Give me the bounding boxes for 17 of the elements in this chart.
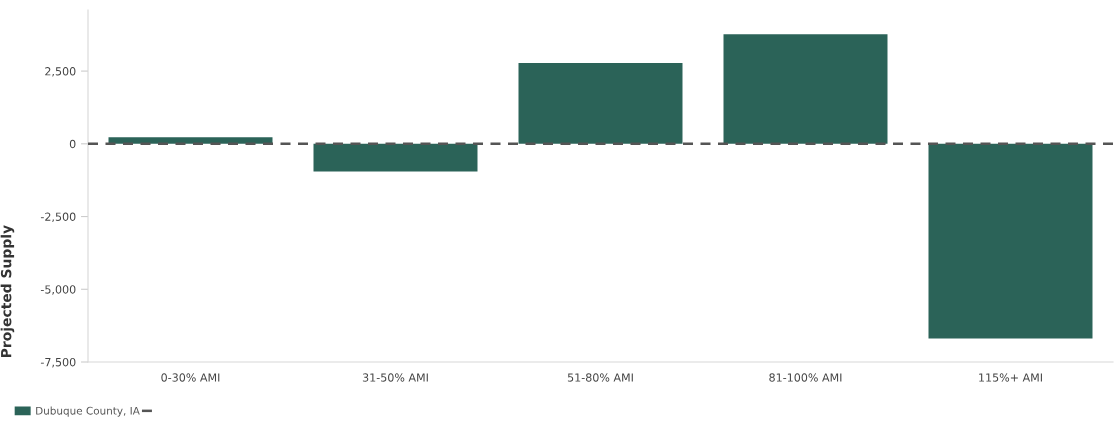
x-tick-label: 81-100% AMI bbox=[769, 373, 842, 382]
bar bbox=[108, 137, 273, 144]
x-tick-label: 115%+ AMI bbox=[979, 373, 1042, 382]
y-axis-title: Projected Supply bbox=[0, 225, 15, 358]
bar bbox=[928, 143, 1093, 339]
y-tick-label: -2,500 bbox=[40, 212, 76, 223]
y-tick-label: -5,000 bbox=[40, 285, 76, 295]
legend-label: Dubuque County, IA bbox=[36, 406, 140, 417]
bar bbox=[313, 143, 478, 172]
y-tick-label: -7,500 bbox=[40, 357, 76, 368]
x-tick-label: 31-50% AMI bbox=[362, 373, 428, 382]
y-tick-label: 0 bbox=[69, 139, 76, 149]
x-tick-label: 51-80% AMI bbox=[567, 373, 633, 382]
y-tick-label: 2,500 bbox=[45, 67, 76, 77]
bar bbox=[518, 62, 683, 144]
bar bbox=[723, 34, 888, 144]
x-tick-label: 0-30% AMI bbox=[161, 373, 220, 382]
